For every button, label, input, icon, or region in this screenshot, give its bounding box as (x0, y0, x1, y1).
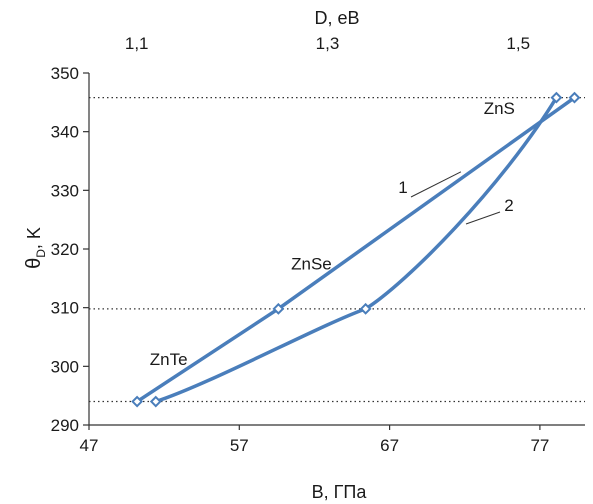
reference-lines (89, 97, 585, 403)
y-tick-label: 350 (51, 64, 79, 83)
series-layer: 12 (131, 91, 581, 408)
x-tick-label: 67 (380, 436, 399, 455)
series-2-label: 2 (504, 196, 513, 215)
y-axis-title: θD, K (23, 227, 48, 269)
series-line-2 (154, 95, 559, 404)
top-x-tick-label: 1,3 (316, 34, 340, 53)
data-point (131, 395, 144, 408)
x-tick-label: 47 (80, 436, 99, 455)
data-point (568, 91, 581, 104)
x-axis-title: B, ГПа (312, 482, 368, 502)
y-tick-label: 320 (51, 240, 79, 259)
y-tick-label: 310 (51, 299, 79, 318)
compound-label: ZnTe (150, 350, 188, 369)
top-x-tick-label: 1,1 (125, 34, 149, 53)
series-1-label: 1 (398, 178, 407, 197)
series-1-leader (410, 171, 462, 198)
compound-label: ZnS (484, 99, 515, 118)
y-axis-title-unit: , K (24, 227, 44, 249)
y-ticks: 290 300 310 320 330 340 350 (51, 64, 89, 435)
y-tick-label: 340 (51, 123, 79, 142)
series-line-1 (135, 95, 577, 404)
x-ticks: 47 57 67 77 (80, 425, 549, 455)
data-point (272, 302, 285, 315)
top-x-ticks: 1,1 1,3 1,5 (125, 34, 530, 53)
point-labels: ZnTe ZnSe ZnS (150, 99, 515, 369)
series-2-leader (465, 211, 501, 225)
x-tick-label: 57 (230, 436, 249, 455)
data-point (550, 91, 563, 104)
top-x-tick-label: 1,5 (506, 34, 530, 53)
axes (88, 73, 585, 426)
data-point (149, 395, 162, 408)
y-tick-label: 300 (51, 357, 79, 376)
y-tick-label: 290 (51, 416, 79, 435)
data-point (359, 302, 372, 315)
y-axis-title-subscript: D (34, 249, 48, 258)
x-tick-label: 77 (530, 436, 549, 455)
compound-label: ZnSe (291, 255, 332, 274)
top-x-axis-title: D, eB (314, 8, 359, 28)
y-tick-label: 330 (51, 181, 79, 200)
y-axis-title-symbol: θ (23, 258, 45, 269)
